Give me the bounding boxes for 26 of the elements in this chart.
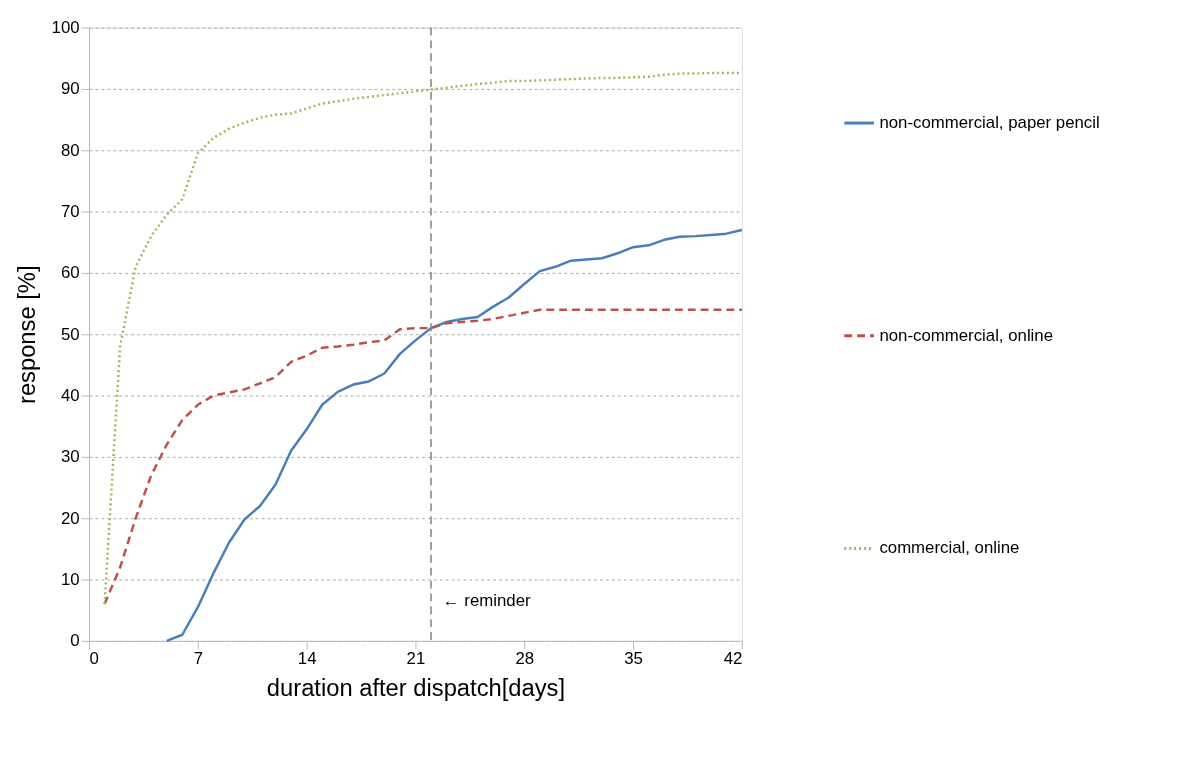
y-tick-label: 60 [60,263,80,283]
y-tick-label: 20 [60,508,80,528]
legend-label: non-commercial, online [879,325,1054,345]
line-series [165,228,744,643]
y-tick-label: 10 [60,570,80,590]
y-tick-label: 100 [51,18,80,38]
y-tick-label: 80 [60,140,80,160]
y-tick-label: 90 [60,79,80,99]
x-tick-label: 42 [723,649,743,669]
legend-label: non-commercial, paper pencil [879,113,1100,132]
x-tick-label: 0 [89,649,99,669]
line-series [103,308,744,606]
legend-label: commercial, online [879,538,1020,558]
x-tick-label: 14 [297,649,317,669]
x-tick-label: 35 [624,649,643,669]
x-tick-label: 21 [406,649,426,669]
x-tick-label: 28 [515,649,535,669]
x-tick-label: 7 [193,649,203,669]
y-tick-label: 50 [60,324,80,344]
x-axis-title: duration after dispatch[days] [266,674,566,701]
y-tick-label: 70 [60,202,80,222]
ref-line-label: ← reminder [442,591,532,611]
y-tick-label: 30 [60,447,80,467]
y-tick-label: 0 [70,631,80,651]
y-tick-label: 40 [60,386,80,406]
y-axis-title: response [%] [13,265,40,405]
